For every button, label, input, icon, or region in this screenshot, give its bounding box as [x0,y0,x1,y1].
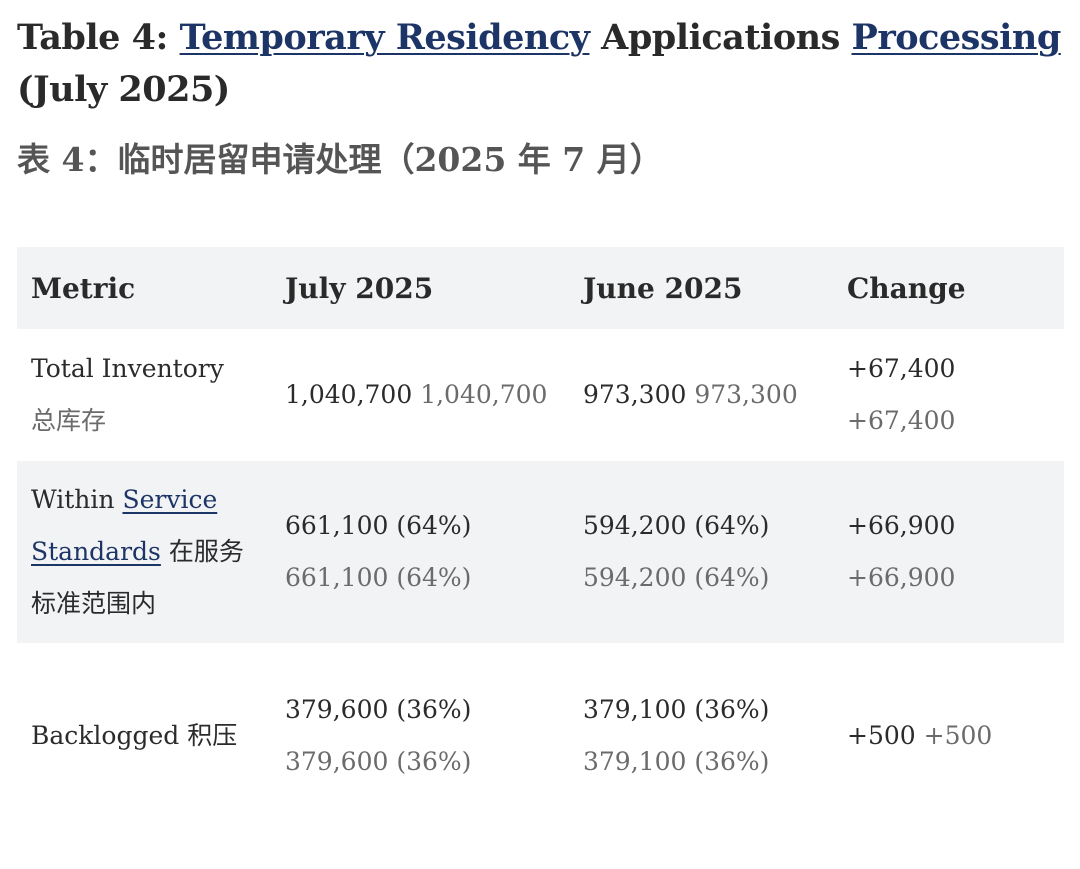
metric-label-zh: 在服务标准范围内 [31,537,244,618]
header-july-2025: July 2025 [271,247,569,329]
june-value-duplicate: 379,100 (36%) [583,747,770,776]
metric-label-en: Total Inventory [31,354,224,383]
june-cell: 973,300 973,300 [569,329,833,461]
title-suffix: (July 2025) [17,69,230,110]
table-row-backlogged: Backlogged 积压 379,600 (36%) 379,600 (36%… [17,643,1064,829]
change-value: +67,400 [847,354,956,383]
july-cell: 379,600 (36%) 379,600 (36%) [271,643,569,829]
change-value-duplicate: +66,900 [847,563,956,592]
header-june-2025: June 2025 [569,247,833,329]
table-row-within-service-standards: Within Service Standards 在服务标准范围内 661,10… [17,461,1064,643]
july-value-duplicate: 379,600 (36%) [285,747,472,776]
metric-label-en: Backlogged [31,721,180,750]
june-cell: 379,100 (36%) 379,100 (36%) [569,643,833,829]
metric-cell: Backlogged 积压 [17,643,271,829]
change-cell: +67,400 +67,400 [833,329,1064,461]
july-value-duplicate: 1,040,700 [420,380,548,409]
metric-label-zh: 积压 [187,721,238,750]
header-metric: Metric [17,247,271,329]
july-value: 379,600 (36%) [285,695,472,724]
change-value: +500 [847,721,916,750]
processing-link[interactable]: Processing [851,17,1062,58]
page-title: Table 4: Temporary Residency Application… [17,12,1077,116]
june-value: 379,100 (36%) [583,695,770,724]
change-value-duplicate: +500 [923,721,993,750]
table-header-row: Metric July 2025 June 2025 Change [17,247,1064,329]
july-value: 661,100 (64%) [285,511,472,540]
june-value: 973,300 [583,380,687,409]
temporary-residency-link[interactable]: Temporary Residency [179,17,590,58]
june-value-duplicate: 594,200 (64%) [583,563,770,592]
july-cell: 1,040,700 1,040,700 [271,329,569,461]
july-value-duplicate: 661,100 (64%) [285,563,472,592]
metric-label-prefix: Within [31,485,123,514]
metric-label-zh: 总库存 [31,406,107,435]
july-cell: 661,100 (64%) 661,100 (64%) [271,461,569,643]
change-value-duplicate: +67,400 [847,406,956,435]
june-value-duplicate: 973,300 [694,380,798,409]
table-row-total-inventory: Total Inventory 总库存 1,040,700 1,040,700 9… [17,329,1064,461]
june-value: 594,200 (64%) [583,511,770,540]
residency-processing-table: Metric July 2025 June 2025 Change Total … [17,247,1064,829]
metric-cell: Total Inventory 总库存 [17,329,271,461]
metric-cell: Within Service Standards 在服务标准范围内 [17,461,271,643]
header-change: Change [833,247,1064,329]
change-cell: +66,900 +66,900 [833,461,1064,643]
title-prefix: Table 4: [17,17,180,58]
july-value: 1,040,700 [285,380,413,409]
june-cell: 594,200 (64%) 594,200 (64%) [569,461,833,643]
change-cell: +500 +500 [833,643,1064,829]
service-standards-link[interactable]: Service Standards [31,485,218,566]
title-middle: Applications [589,17,852,58]
page-title-chinese: 表 4：临时居留申请处理（2025 年 7 月） [17,140,663,179]
change-value: +66,900 [847,511,956,540]
